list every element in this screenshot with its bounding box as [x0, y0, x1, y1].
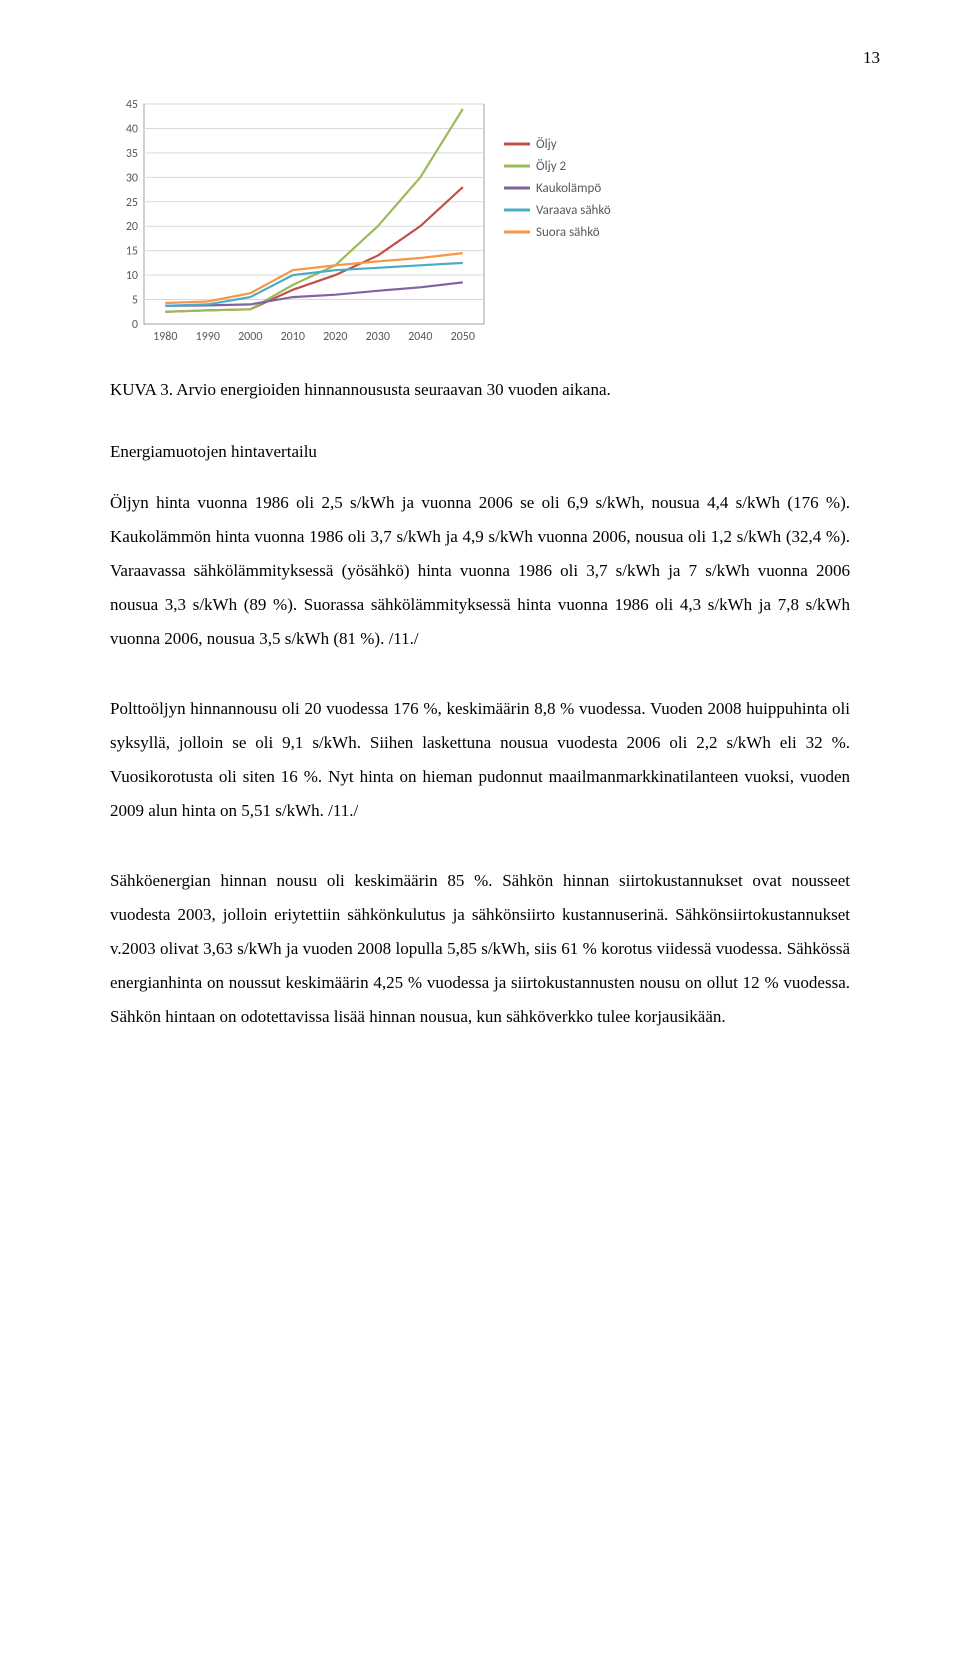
y-tick-label: 0	[132, 318, 138, 332]
line-chart: 0 5 10 15 20 25 30 35 40 45 1980 1990 2000 2010 2020 20…	[110, 96, 670, 356]
x-tick-label: 2000	[238, 330, 262, 344]
legend-label-kaukolampo: Kaukolämpö	[536, 181, 601, 196]
x-tick-label: 2010	[281, 330, 305, 344]
y-tick-label: 45	[126, 98, 138, 112]
series-oljy	[165, 187, 463, 312]
chart-area: 0 5 10 15 20 25 30 35 40 45 1980 1990 2000 2010 2020 20…	[110, 96, 670, 356]
y-tick-label: 30	[126, 171, 138, 185]
page-number: 13	[110, 48, 880, 68]
paragraph-3: Sähköenergian hinnan nousu oli keskimäär…	[110, 864, 850, 1034]
y-tick-label: 25	[126, 196, 138, 210]
paragraph-1: Öljyn hinta vuonna 1986 oli 2,5 s/kWh ja…	[110, 486, 850, 656]
page: 13 0 5 10 15 20 25 30 35 40 45 1980 1990 2000 2010 202…	[0, 0, 960, 1130]
x-tick-label: 2020	[323, 330, 347, 344]
legend-label-suora-sahko: Suora sähkö	[536, 225, 600, 240]
paragraph-2: Polttoöljyn hinnannousu oli 20 vuodessa …	[110, 692, 850, 828]
y-tick-label: 10	[126, 269, 138, 283]
section-title: Energiamuotojen hintavertailu	[110, 442, 850, 462]
x-tick-label: 1980	[153, 330, 177, 344]
y-tick-label: 20	[126, 220, 138, 234]
y-tick-label: 15	[126, 245, 138, 259]
y-tick-label: 35	[126, 147, 138, 161]
y-tick-label: 5	[132, 294, 138, 308]
legend-label-oljy: Öljy	[536, 137, 557, 152]
y-tick-label: 40	[126, 122, 138, 136]
x-tick-label: 2040	[408, 330, 432, 344]
figure-caption: KUVA 3. Arvio energioiden hinnannoususta…	[110, 380, 850, 400]
series-kaukolampo	[165, 282, 463, 306]
x-tick-label: 1990	[196, 330, 220, 344]
x-tick-label: 2030	[366, 330, 390, 344]
legend-label-oljy2: Öljy 2	[536, 159, 567, 174]
legend-label-varaava-sahko: Varaava sähkö	[536, 203, 611, 218]
x-tick-label: 2050	[451, 330, 475, 344]
